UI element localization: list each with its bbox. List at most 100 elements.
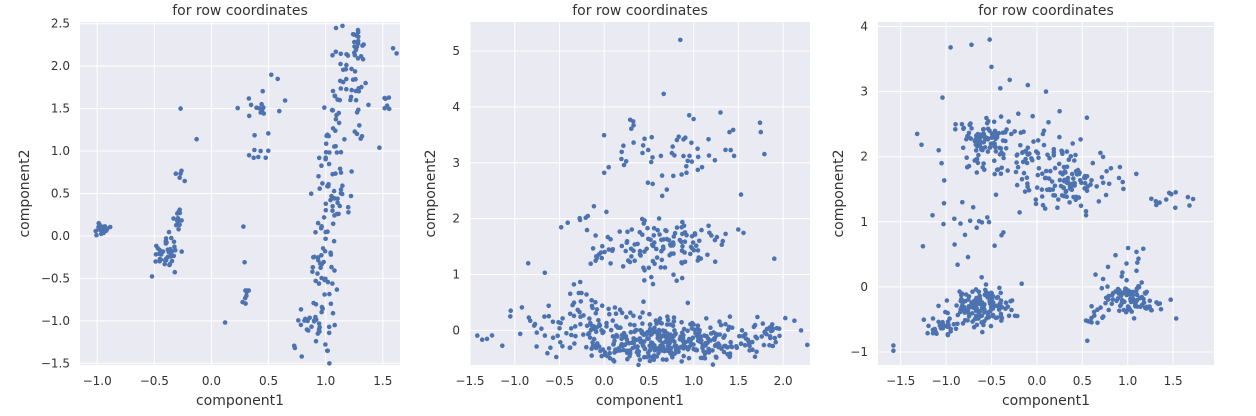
data-point [677,237,683,243]
x-tick-label: −1.5 [455,374,484,388]
x-tick-label: 1.0 [684,374,703,388]
data-point [975,296,980,302]
data-point [1108,166,1114,171]
data-point [1142,290,1148,296]
data-point [724,345,730,350]
data-point [985,215,990,220]
data-point [475,333,480,338]
data-point [1003,146,1009,151]
data-point [619,243,625,249]
data-point [542,314,547,319]
data-point [994,167,1000,173]
data-point [686,355,692,361]
data-point [671,272,676,278]
data-point [962,232,968,238]
data-point [311,300,316,306]
data-point [588,320,593,326]
data-point [1185,194,1191,200]
data-point [334,287,340,292]
data-point [269,72,274,78]
data-point [304,327,310,332]
data-point [590,246,596,251]
data-point [1110,297,1116,302]
data-point [1113,252,1118,258]
data-point [688,342,694,348]
data-point [252,147,257,153]
data-point [637,248,643,254]
data-point [348,94,354,100]
data-point [292,345,298,351]
data-point [333,128,338,133]
data-point [325,229,330,234]
data-point [578,321,583,327]
data-point [1125,245,1131,251]
data-point [655,227,660,233]
data-point [974,141,979,146]
data-point [1089,178,1094,183]
data-point [261,105,266,110]
data-point [246,113,252,119]
data-point [317,325,323,330]
data-point [970,205,976,210]
data-point [338,170,344,175]
data-point [699,338,704,343]
data-point [560,344,565,349]
data-point [1043,168,1049,174]
data-point [323,207,329,213]
data-point [1101,314,1106,319]
data-point [564,330,569,336]
data-point [677,345,683,350]
data-point [671,315,677,320]
data-point [649,134,654,140]
data-point [1187,203,1192,208]
data-point [340,183,345,188]
data-point [355,38,361,44]
x-tick-label: 0.0 [595,374,614,388]
data-point [353,97,359,103]
data-point [539,326,544,332]
data-point [330,203,335,209]
data-point [965,254,971,260]
data-point [1091,309,1097,315]
data-point [311,319,317,324]
data-point [352,44,357,49]
data-point [1173,316,1179,321]
y-tick-label: 3 [452,156,460,170]
data-point [569,332,574,338]
data-point [941,178,947,183]
data-point [654,255,660,260]
data-point [981,302,987,308]
data-point [1036,155,1041,161]
data-point [1120,298,1125,304]
data-point [163,241,169,246]
data-point [656,336,661,342]
y-tick-label: 0.0 [51,229,70,243]
data-point [1040,131,1046,137]
y-tick-label: 1.5 [51,102,70,116]
data-point [346,210,351,215]
data-point [175,211,180,216]
data-point [546,313,552,319]
data-point [659,237,664,243]
data-point [750,347,755,353]
data-point [946,322,951,328]
y-tick-label: 2 [860,150,868,164]
data-point [976,152,981,158]
data-point [1149,196,1154,202]
data-point [650,281,656,287]
data-point [992,128,998,134]
data-point [1093,272,1098,277]
data-point [1025,82,1031,88]
data-point [767,343,772,348]
data-point [542,270,548,276]
data-point [1025,152,1031,157]
data-point [1070,181,1076,186]
data-point [525,261,531,266]
data-point [619,156,624,162]
data-point [600,243,605,249]
x-tick-label: 1.5 [1164,374,1183,388]
data-point [1154,202,1159,208]
data-point [97,222,103,228]
data-point [620,343,626,349]
data-point [1134,268,1139,274]
